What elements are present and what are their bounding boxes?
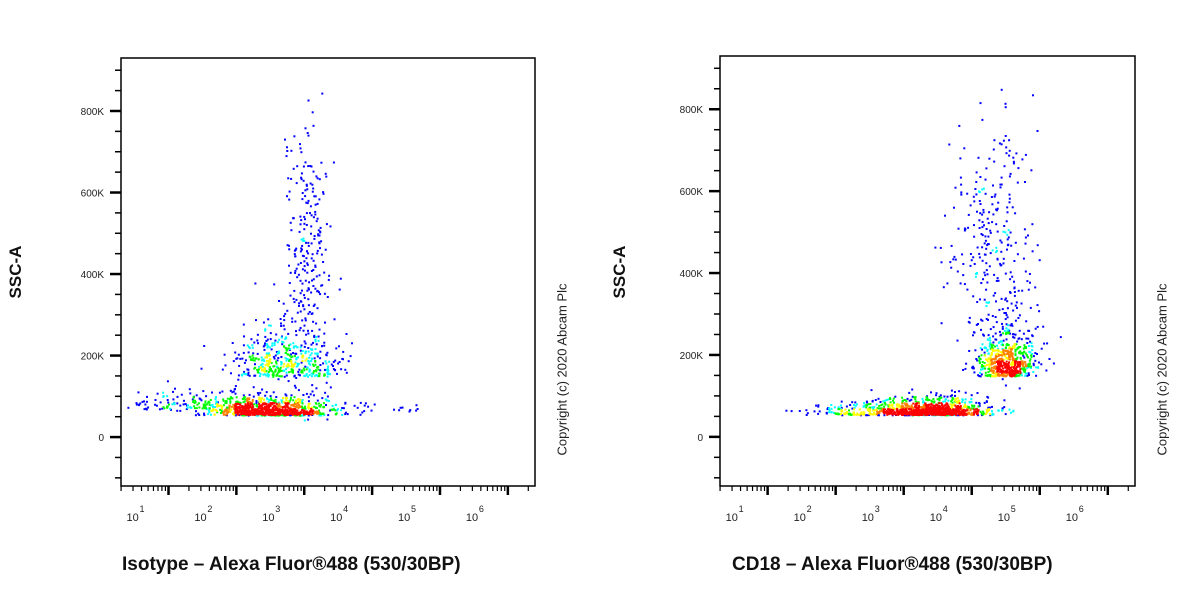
- x-tick-label: 101: [127, 504, 145, 524]
- svg-text:1: 1: [739, 504, 744, 514]
- svg-text:6: 6: [479, 504, 484, 514]
- x-tick-label: 105: [998, 504, 1016, 524]
- copyright-notice: Copyright (c) 2020 Abcam Plc: [554, 283, 570, 456]
- x-tick-label: 104: [330, 504, 348, 524]
- svg-text:10: 10: [262, 512, 274, 524]
- svg-text:10: 10: [398, 512, 410, 524]
- svg-text:10: 10: [930, 512, 942, 524]
- y-axis-label: SSC-A: [6, 245, 25, 299]
- svg-text:10: 10: [1066, 512, 1078, 524]
- x-tick-label: 102: [194, 504, 212, 524]
- y-tick-label: 400K: [680, 269, 704, 280]
- svg-text:4: 4: [943, 504, 948, 514]
- x-axis-label: CD18 – Alexa Fluor®488 (530/30BP): [732, 554, 1053, 575]
- svg-text:10: 10: [726, 512, 738, 524]
- y-axis-label: SSC-A: [610, 245, 629, 299]
- y-axis-ticks: 0 200K 400K 600K 800K: [680, 67, 720, 479]
- svg-text:10: 10: [794, 512, 806, 524]
- svg-text:10: 10: [330, 512, 342, 524]
- x-tick-label: 101: [726, 504, 744, 524]
- svg-text:10: 10: [127, 512, 139, 524]
- scatter-points: [127, 92, 419, 422]
- y-axis-ticks: 0 200K 400K 600K 800K: [81, 69, 121, 479]
- plot-panel-isotype: 0 200K 400K 600K 800K 10 1 10 2 10 3 10 4 10 5 10 6 SSC-…: [6, 57, 570, 575]
- svg-text:10: 10: [862, 512, 874, 524]
- plot-frame: [719, 55, 1136, 487]
- x-tick-label: 102: [794, 504, 812, 524]
- plot-panel-cd18: 0 200K 400K 600K 800K 10 1 10 2 10 3 10 4 10 5 10 6 SSC-…: [600, 0, 1200, 600]
- svg-text:10: 10: [998, 512, 1010, 524]
- svg-text:3: 3: [875, 504, 880, 514]
- plot-frame: [120, 57, 536, 487]
- y-tick-label: 200K: [680, 351, 704, 362]
- y-tick-label: 600K: [81, 189, 105, 200]
- x-axis-label: Isotype – Alexa Fluor®488 (530/30BP): [122, 554, 461, 575]
- y-tick-label: 0: [697, 433, 703, 444]
- x-tick-label: 103: [862, 504, 880, 524]
- copyright-notice: Copyright (c) 2020 Abcam Plc: [1154, 283, 1170, 456]
- svg-text:1: 1: [140, 504, 145, 514]
- y-tick-label: 600K: [680, 187, 704, 198]
- y-tick-label: 400K: [81, 270, 105, 281]
- svg-text:2: 2: [207, 504, 212, 514]
- svg-text:5: 5: [411, 504, 416, 514]
- svg-text:10: 10: [466, 512, 478, 524]
- y-tick-label: 200K: [81, 352, 105, 363]
- scatter-points: [785, 88, 1062, 417]
- svg-text:6: 6: [1079, 504, 1084, 514]
- x-tick-label: 106: [466, 504, 484, 524]
- svg-text:10: 10: [194, 512, 206, 524]
- svg-text:4: 4: [343, 504, 348, 514]
- x-tick-label: 103: [262, 504, 280, 524]
- y-tick-label: 0: [98, 433, 104, 444]
- x-tick-label: 105: [398, 504, 416, 524]
- svg-text:2: 2: [807, 504, 812, 514]
- x-tick-label: 106: [1066, 504, 1084, 524]
- y-tick-label: 800K: [680, 105, 704, 116]
- svg-text:5: 5: [1011, 504, 1016, 514]
- svg-text:3: 3: [275, 504, 280, 514]
- y-tick-label: 800K: [81, 107, 105, 118]
- x-tick-label: 104: [930, 504, 948, 524]
